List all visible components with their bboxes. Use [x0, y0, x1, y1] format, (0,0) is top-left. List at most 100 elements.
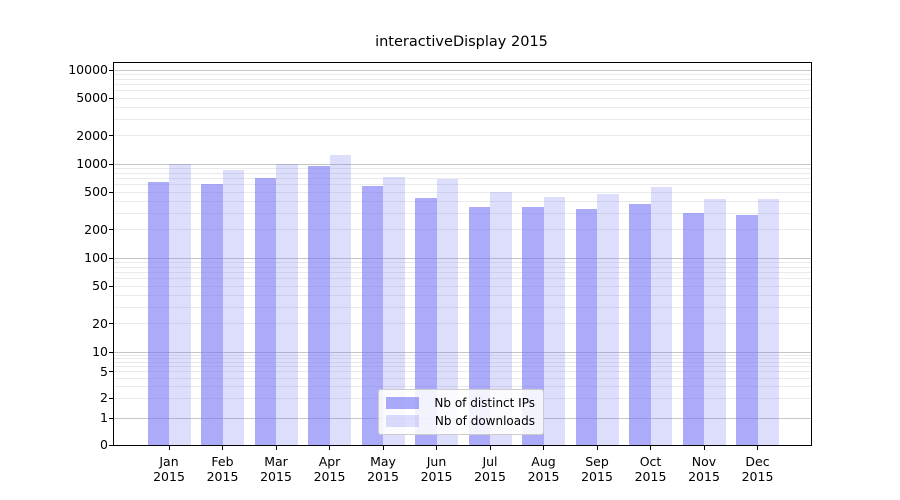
y-tick-mark	[109, 69, 113, 71]
gridline-minor	[114, 191, 811, 193]
gridline-minor	[114, 371, 811, 373]
y-tick-mark	[109, 371, 113, 373]
bar-ips-may	[361, 185, 383, 445]
gridline-minor	[114, 84, 811, 86]
bar-downloads-jan	[169, 164, 191, 445]
y-tick-mark	[109, 285, 113, 287]
gridline-minor	[114, 357, 811, 359]
bar-downloads-sep	[597, 193, 619, 445]
x-tick-label-jun: Jun 2015	[420, 454, 453, 484]
plot-area: 0 1 2 5 10 20 50 100 200 500 1000 2000 5000 10000 Jan …	[68, 62, 812, 484]
y-tick-label-10: 10	[92, 344, 108, 359]
bar-ips-jan	[147, 182, 169, 445]
gridline-minor	[114, 261, 811, 263]
bar-ips-mar	[254, 178, 276, 445]
bar-ips-jul	[468, 206, 490, 445]
bar-downloads-oct	[650, 186, 672, 445]
bar-downloads-aug	[543, 196, 565, 445]
gridline-minor	[114, 386, 811, 388]
y-tick-label-0: 0	[100, 437, 108, 452]
gridline-minor	[114, 184, 811, 186]
gridline-minor	[114, 200, 811, 202]
gridline-minor	[114, 377, 811, 379]
y-tick-mark	[109, 229, 113, 231]
gridline-minor	[114, 272, 811, 274]
x-tick-label-aug: Aug 2015	[527, 454, 560, 484]
y-tick-mark	[109, 257, 113, 259]
gridline-minor	[114, 106, 811, 108]
gridline-minor	[114, 323, 811, 325]
legend-swatch-downloads	[386, 415, 419, 427]
legend-row-downloads: Nb of downloads	[386, 413, 535, 429]
x-tick-label-feb: Feb 2015	[206, 454, 239, 484]
bar-ips-aug	[522, 207, 544, 445]
bar-ips-dec	[736, 215, 758, 445]
x-tick-mark	[275, 446, 277, 450]
gridline-minor	[114, 354, 811, 356]
gridline-minor	[114, 229, 811, 231]
legend: Nb of distinct IPs Nb of downloads	[378, 389, 544, 435]
bar-downloads-dec	[757, 199, 779, 445]
gridline-minor	[114, 306, 811, 308]
y-tick-mark	[109, 444, 113, 446]
legend-row-distinct-ips: Nb of distinct IPs	[386, 395, 535, 411]
gridline-minor	[114, 97, 811, 99]
x-tick-label-jul: Jul 2015	[474, 454, 506, 484]
bar-downloads-nov	[704, 198, 726, 445]
y-tick-mark	[109, 351, 113, 353]
x-tick-label-nov: Nov 2015	[688, 454, 720, 484]
y-tick-label-1000: 1000	[76, 156, 108, 171]
y-tick-label-100: 100	[84, 250, 108, 265]
bar-ips-apr	[308, 165, 330, 445]
y-tick-label-10000: 10000	[68, 62, 108, 77]
gridline-minor	[114, 167, 811, 169]
y-tick-label-20: 20	[92, 315, 108, 331]
gridline-major	[114, 351, 811, 353]
bar-ips-feb	[201, 183, 223, 445]
y-tick-mark	[109, 163, 113, 165]
bar-downloads-may	[383, 176, 405, 445]
gridline-minor	[114, 90, 811, 92]
y-tick-mark	[109, 191, 113, 193]
gridline-minor	[114, 78, 811, 80]
chart-title: interactiveDisplay 2015	[375, 34, 548, 50]
gridline-minor	[114, 178, 811, 180]
x-tick-label-sep: Sep 2015	[581, 454, 613, 484]
gridline-minor	[114, 135, 811, 137]
x-tick-mark	[436, 446, 437, 450]
x-tick-mark	[329, 446, 330, 450]
y-tick-label-5000: 5000	[76, 90, 108, 106]
x-tick-label-jan: Jan 2015	[153, 454, 185, 484]
x-tick-label-oct: Oct 2015	[634, 454, 667, 484]
y-tick-mark	[109, 323, 113, 325]
x-tick-mark	[168, 446, 170, 450]
gridline-minor	[114, 73, 811, 75]
y-tick-mark	[109, 417, 113, 419]
gridline-minor	[114, 361, 811, 363]
bar-ips-oct	[629, 203, 651, 445]
legend-swatch-distinct-ips	[386, 397, 419, 409]
bar-downloads-jun	[436, 179, 458, 445]
gridline-minor	[114, 172, 811, 174]
x-tick-mark	[222, 446, 223, 450]
gridline-minor	[114, 285, 811, 287]
x-tick-mark	[703, 446, 705, 450]
bar-ips-jun	[415, 197, 437, 445]
x-tick-mark	[543, 446, 544, 450]
bar-ips-sep	[575, 209, 597, 445]
x-tick-label-dec: Dec 2015	[741, 454, 774, 484]
gridline-major	[114, 163, 811, 165]
y-tick-label-200: 200	[84, 221, 108, 237]
gridline-major	[114, 257, 811, 259]
x-tick-mark	[596, 446, 598, 450]
x-tick-mark	[489, 446, 491, 450]
y-tick-mark	[109, 397, 113, 399]
gridline-minor	[114, 278, 811, 280]
bar-downloads-apr	[329, 155, 351, 445]
y-tick-label-500: 500	[84, 184, 108, 200]
gridline-minor	[114, 294, 811, 296]
gridline-minor	[114, 366, 811, 368]
x-tick-mark	[757, 446, 758, 450]
x-tick-mark	[382, 446, 384, 450]
